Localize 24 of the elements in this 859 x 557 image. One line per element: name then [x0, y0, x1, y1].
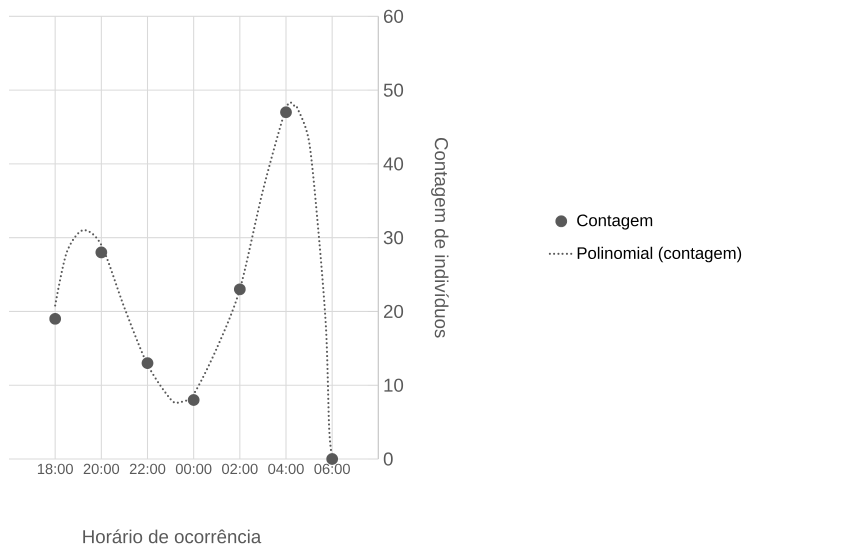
- x-tick-label: 02:00: [222, 464, 258, 474]
- x-tick-label: 04:00: [268, 464, 304, 474]
- x-tick-label: 18:00: [38, 464, 73, 474]
- x-tick-label: 20:00: [84, 464, 120, 474]
- y-tick-label: 40: [383, 157, 404, 171]
- x-tick-label: 00:00: [176, 464, 212, 474]
- x-tick-label: 06:00: [314, 464, 350, 474]
- y-tick-label: 30: [384, 231, 404, 244]
- point: [142, 357, 154, 369]
- y-tick-label: 10: [384, 378, 404, 392]
- y-tick-label: 50: [384, 83, 404, 97]
- point: [95, 246, 108, 258]
- x-tick-label: 22:00: [130, 464, 166, 474]
- x-axis-title: Horário de ocorrência: [83, 529, 262, 544]
- legend-label: Polinomial (contagem): [578, 246, 742, 262]
- point: [49, 312, 62, 325]
- y-tick-label: 20: [384, 304, 404, 318]
- point: [280, 106, 292, 118]
- point: [234, 283, 246, 296]
- point: [188, 394, 200, 406]
- y-tick-label: 0: [384, 452, 393, 466]
- y-tick-label: 60: [384, 10, 404, 23]
- legend-label: Contagem: [577, 214, 652, 230]
- y-axis-title: Contagem de indivíduos: [431, 138, 449, 338]
